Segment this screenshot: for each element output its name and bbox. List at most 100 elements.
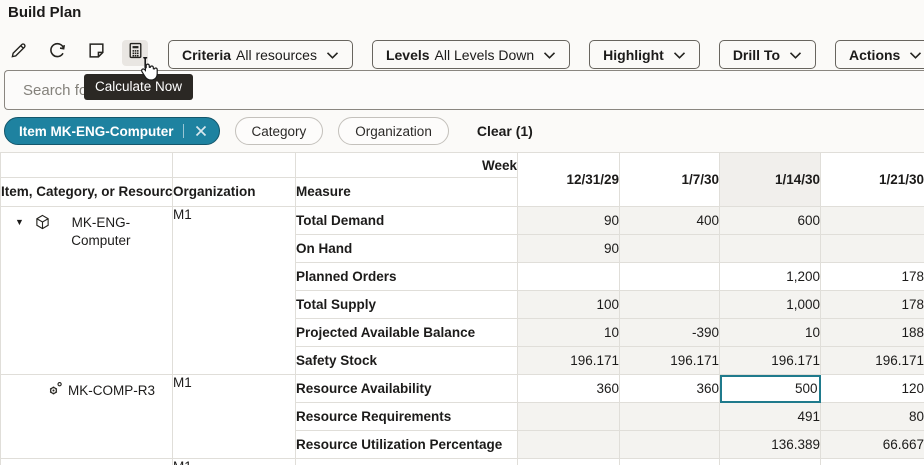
toolbar-icon-row xyxy=(5,40,148,66)
chevron-down-icon xyxy=(900,47,922,63)
value-cell[interactable] xyxy=(517,262,620,291)
item-tree-cell[interactable]: MK-COMP-R3 xyxy=(0,374,173,459)
measure-label: On Hand xyxy=(295,234,518,263)
date-column-header: 1/7/30 xyxy=(619,152,720,207)
measure-label: Total Demand xyxy=(295,206,518,235)
value-cell[interactable]: 178 xyxy=(820,262,924,291)
calculator-icon xyxy=(126,41,145,65)
empty-header-cell xyxy=(0,152,173,178)
organization-cell: M1 xyxy=(172,374,296,459)
value-cell[interactable]: 136.389 xyxy=(719,430,821,459)
selected-value-cell[interactable]: 500 xyxy=(719,374,821,403)
measure-label: Resource Utilization Percentage xyxy=(295,430,518,459)
measure-label: Safety Stock xyxy=(295,346,518,375)
value-cell[interactable]: 196.171 xyxy=(619,346,720,375)
value-cell[interactable]: 100 xyxy=(517,290,620,319)
gear-resource-icon xyxy=(47,381,63,400)
value-cell[interactable]: 196.171 xyxy=(820,346,924,375)
filter-chip-row: Item MK-ENG-Computer Category Organizati… xyxy=(4,117,533,145)
value-cell[interactable]: 90 xyxy=(517,206,620,235)
item-chip-label: Item MK-ENG-Computer xyxy=(19,123,174,139)
value-cell[interactable]: 196.171 xyxy=(719,346,821,375)
value-cell[interactable] xyxy=(619,402,720,431)
value-cell[interactable]: 1,000 xyxy=(719,290,821,319)
value-cell[interactable]: 10 xyxy=(719,318,821,347)
value-cell[interactable] xyxy=(820,458,924,465)
table-row: MK-COMP-R3 M1 Resource Availability 360 … xyxy=(0,374,924,459)
value-cell[interactable] xyxy=(619,458,720,465)
column-header-row: Item, Category, or Resource Organization… xyxy=(0,177,924,207)
drill-to-dropdown[interactable]: Drill To xyxy=(718,40,816,69)
value-cell[interactable] xyxy=(619,262,720,291)
organization-chip-label: Organization xyxy=(355,123,432,139)
value-cell[interactable] xyxy=(619,290,720,319)
actions-dropdown[interactable]: Actions xyxy=(835,40,924,69)
value-cell[interactable]: 196.171 xyxy=(517,346,620,375)
value-cell[interactable]: 360 xyxy=(517,374,620,403)
item-label: MK-COMP-R3 xyxy=(68,383,155,398)
criteria-dropdown[interactable]: Criteria All resources xyxy=(168,40,353,69)
highlight-dropdown[interactable]: Highlight xyxy=(589,40,700,69)
chevron-down-icon xyxy=(534,47,556,63)
levels-dropdown[interactable]: Levels All Levels Down xyxy=(371,40,571,69)
measure-label: Projected Available Balance xyxy=(295,318,518,347)
chevron-down-icon xyxy=(780,47,802,63)
value-cell[interactable]: -390 xyxy=(619,318,720,347)
chip-divider xyxy=(182,124,184,138)
collapse-triangle-icon[interactable]: ▼ xyxy=(15,217,24,227)
item-tree-cell[interactable]: MK-COMP-R xyxy=(0,458,173,465)
value-cell[interactable]: 491 xyxy=(719,402,821,431)
table-row: Safety Stock 196.171 196.171 196.171 196… xyxy=(1,346,924,375)
cube-item-icon xyxy=(35,214,50,233)
value-cell[interactable]: 80 xyxy=(820,402,924,431)
edit-button[interactable] xyxy=(5,40,31,66)
refresh-button[interactable] xyxy=(44,40,70,66)
levels-value: All Levels Down xyxy=(434,46,535,63)
levels-label: Levels xyxy=(385,46,430,63)
item-filter-chip[interactable]: Item MK-ENG-Computer xyxy=(4,117,220,145)
category-filter-chip[interactable]: Category xyxy=(234,117,324,145)
value-cell[interactable] xyxy=(517,458,620,465)
value-cell[interactable] xyxy=(719,458,821,465)
value-cell[interactable] xyxy=(619,234,720,263)
note-button[interactable] xyxy=(83,40,109,66)
value-cell[interactable]: 66.667 xyxy=(820,430,924,459)
week-header-row: Week 12/31/29 1/7/30 1/14/30 1/21/30 xyxy=(0,152,924,207)
value-cell[interactable]: 178 xyxy=(820,290,924,319)
table-row: Projected Available Balance 10 -390 10 1… xyxy=(1,318,924,347)
measure-label xyxy=(295,458,518,465)
value-cell[interactable] xyxy=(517,402,620,431)
value-cell[interactable] xyxy=(517,430,620,459)
empty-header-cell xyxy=(172,152,296,178)
item-tree-cell[interactable]: ▼ MK-ENG-Computer xyxy=(0,206,173,375)
table-row: Planned Orders 1,200 178 xyxy=(1,262,924,291)
value-cell[interactable]: 400 xyxy=(619,206,720,235)
value-cell[interactable] xyxy=(820,234,924,263)
value-cell[interactable]: 600 xyxy=(719,206,821,235)
organization-cell: M1 xyxy=(172,458,296,465)
page-title: Build Plan xyxy=(8,4,82,21)
value-cell[interactable] xyxy=(619,430,720,459)
measure-label: Resource Availability xyxy=(295,374,518,403)
pencil-icon xyxy=(9,41,28,65)
value-cell[interactable]: 10 xyxy=(517,318,620,347)
value-cell[interactable] xyxy=(719,234,821,263)
value-cell[interactable]: 1,200 xyxy=(719,262,821,291)
week-dimension-label: Week xyxy=(295,152,518,178)
clear-filters-button[interactable]: Clear (1) xyxy=(476,123,533,139)
measure-label: Planned Orders xyxy=(295,262,518,291)
value-cell[interactable]: 360 xyxy=(619,374,720,403)
value-cell[interactable]: 90 xyxy=(517,234,620,263)
value-cell[interactable] xyxy=(820,206,924,235)
chevron-down-icon xyxy=(664,47,686,63)
date-column-header: 12/31/29 xyxy=(517,152,620,207)
highlight-label: Highlight xyxy=(603,46,664,63)
value-cell[interactable]: 120 xyxy=(820,374,924,403)
calculate-now-button[interactable] xyxy=(122,40,148,66)
value-cell[interactable]: 188 xyxy=(820,318,924,347)
organization-filter-chip[interactable]: Organization xyxy=(338,117,449,145)
calculate-now-tooltip: Calculate Now xyxy=(84,74,194,100)
close-icon[interactable] xyxy=(192,122,210,140)
measure-label: Total Supply xyxy=(295,290,518,319)
refresh-icon xyxy=(48,41,67,65)
